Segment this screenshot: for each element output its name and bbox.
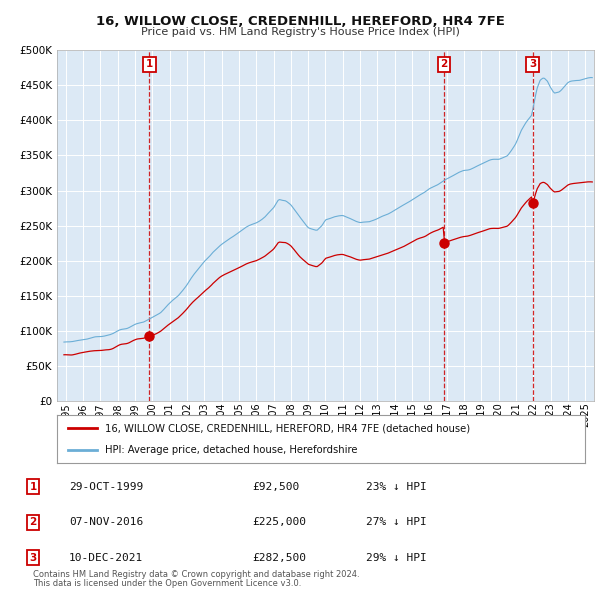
Text: 23% ↓ HPI: 23% ↓ HPI: [366, 482, 427, 491]
Text: 29-OCT-1999: 29-OCT-1999: [69, 482, 143, 491]
Text: Price paid vs. HM Land Registry's House Price Index (HPI): Price paid vs. HM Land Registry's House …: [140, 27, 460, 37]
Text: 16, WILLOW CLOSE, CREDENHILL, HEREFORD, HR4 7FE (detached house): 16, WILLOW CLOSE, CREDENHILL, HEREFORD, …: [104, 423, 470, 433]
Text: 1: 1: [29, 482, 37, 491]
Text: £92,500: £92,500: [252, 482, 299, 491]
Text: This data is licensed under the Open Government Licence v3.0.: This data is licensed under the Open Gov…: [33, 579, 301, 588]
Text: 2: 2: [29, 517, 37, 527]
Text: 2: 2: [440, 59, 448, 69]
Text: 10-DEC-2021: 10-DEC-2021: [69, 553, 143, 562]
Text: 16, WILLOW CLOSE, CREDENHILL, HEREFORD, HR4 7FE: 16, WILLOW CLOSE, CREDENHILL, HEREFORD, …: [95, 15, 505, 28]
Text: HPI: Average price, detached house, Herefordshire: HPI: Average price, detached house, Here…: [104, 445, 357, 455]
Text: 27% ↓ HPI: 27% ↓ HPI: [366, 517, 427, 527]
Text: 3: 3: [529, 59, 536, 69]
Text: £225,000: £225,000: [252, 517, 306, 527]
Text: £282,500: £282,500: [252, 553, 306, 562]
Text: 1: 1: [146, 59, 153, 69]
Text: 07-NOV-2016: 07-NOV-2016: [69, 517, 143, 527]
Text: Contains HM Land Registry data © Crown copyright and database right 2024.: Contains HM Land Registry data © Crown c…: [33, 571, 359, 579]
Text: 3: 3: [29, 553, 37, 562]
Text: 29% ↓ HPI: 29% ↓ HPI: [366, 553, 427, 562]
